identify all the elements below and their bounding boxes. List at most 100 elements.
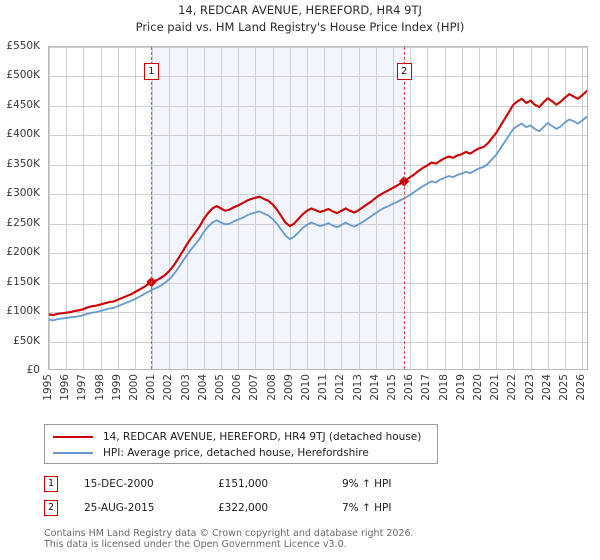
chart-legend: 14, REDCAR AVENUE, HEREFORD, HR4 9TJ (de… xyxy=(44,424,438,464)
x-axis-tick-label: 2017 xyxy=(420,374,433,401)
x-axis-tick-label: 2018 xyxy=(437,374,450,401)
x-axis-tick-label: 2007 xyxy=(248,374,261,401)
transaction-price-2: £322,000 xyxy=(218,502,269,514)
gridline-vertical xyxy=(393,47,394,369)
transaction-badge-2: 2 xyxy=(44,500,58,516)
gridline-vertical xyxy=(445,47,446,369)
gridline-vertical xyxy=(376,47,377,369)
transaction-price-1: £151,000 xyxy=(218,478,269,490)
gridline-vertical xyxy=(273,47,274,369)
footer-attribution: Contains HM Land Registry data © Crown c… xyxy=(44,528,584,550)
x-axis-tick-label: 2004 xyxy=(196,374,209,401)
gridline-vertical xyxy=(204,47,205,369)
x-axis-tick-label: 2010 xyxy=(299,374,312,401)
y-axis-tick-label: £350K xyxy=(6,157,40,170)
x-axis-tick-label: 2020 xyxy=(471,374,484,401)
gridline-vertical xyxy=(66,47,67,369)
gridline-vertical xyxy=(255,47,256,369)
transaction-date-1: 15-DEC-2000 xyxy=(84,478,154,490)
legend-label-hpi: HPI: Average price, detached house, Here… xyxy=(103,447,369,459)
x-axis-tick-label: 2014 xyxy=(368,374,381,401)
gridline-horizontal xyxy=(49,194,587,195)
x-axis-tick-label: 2005 xyxy=(213,374,226,401)
x-axis-tick-label: 1996 xyxy=(59,374,72,401)
x-axis-tick-label: 1999 xyxy=(110,374,123,401)
gridline-horizontal xyxy=(49,135,587,136)
transaction-hpi-1: 9% ↑ HPI xyxy=(342,478,392,490)
title-subtitle: Price paid vs. HM Land Registry's House … xyxy=(135,20,465,34)
y-axis-tick-label: £550K xyxy=(6,40,40,52)
event-vertical-line xyxy=(404,47,406,369)
x-axis-tick-label: 2011 xyxy=(317,374,330,401)
table-row: 2 25-AUG-2015 £322,000 7% ↑ HPI xyxy=(44,496,464,520)
legend-swatch-hpi xyxy=(53,452,93,454)
gridline-vertical xyxy=(479,47,480,369)
gridline-vertical xyxy=(341,47,342,369)
x-axis-tick-label: 2013 xyxy=(351,374,364,401)
event-number-box[interactable]: 2 xyxy=(396,63,412,80)
y-axis-tick-label: £500K xyxy=(6,69,40,82)
x-axis-tick-label: 2003 xyxy=(179,374,192,401)
x-axis-tick-label: 2019 xyxy=(454,374,467,401)
gridline-horizontal xyxy=(49,342,587,343)
gridline-vertical xyxy=(135,47,136,369)
x-axis-labels: 1995 1996 1997 1998 1999 2000 2001 2002 2003 2004… xyxy=(42,372,588,418)
y-axis-tick-label: £50K xyxy=(13,334,40,347)
event-number-box[interactable]: 1 xyxy=(143,63,159,80)
gridline-vertical xyxy=(513,47,514,369)
x-axis-tick-label: 2026 xyxy=(575,374,588,401)
y-axis-tick-label: £300K xyxy=(6,187,40,200)
gridline-vertical xyxy=(531,47,532,369)
x-axis-tick-label: 2022 xyxy=(506,374,519,401)
gridline-vertical xyxy=(582,47,583,369)
event-vertical-line xyxy=(151,47,153,369)
x-axis-tick-label: 2025 xyxy=(557,374,570,401)
x-axis-tick-label: 2001 xyxy=(145,374,158,401)
gridline-horizontal xyxy=(49,253,587,254)
y-axis-tick-label: £150K xyxy=(6,275,40,288)
y-axis-tick-label: £100K xyxy=(6,305,40,318)
x-axis-tick-label: 2023 xyxy=(523,374,536,401)
gridline-vertical xyxy=(548,47,549,369)
page-title: 14, REDCAR AVENUE, HEREFORD, HR4 9TJ Pri… xyxy=(0,2,600,36)
gridline-vertical xyxy=(324,47,325,369)
gridline-vertical xyxy=(169,47,170,369)
gridline-vertical xyxy=(565,47,566,369)
x-axis-tick-label: 2016 xyxy=(403,374,416,401)
x-axis-tick-label: 1995 xyxy=(42,374,54,401)
series-line-hpi xyxy=(49,115,587,322)
y-axis-tick-label: £0 xyxy=(26,364,40,376)
x-axis-tick-label: 2002 xyxy=(162,374,175,401)
gridline-horizontal xyxy=(49,76,587,77)
series-plot xyxy=(49,89,587,322)
y-axis-labels: £0 £50K £100K £150K £200K £250K £300K £350K £400… xyxy=(0,40,44,376)
legend-item-price-paid: 14, REDCAR AVENUE, HEREFORD, HR4 9TJ (de… xyxy=(45,429,437,445)
legend-swatch-price-paid xyxy=(53,436,93,438)
legend-label-price-paid: 14, REDCAR AVENUE, HEREFORD, HR4 9TJ (de… xyxy=(103,431,422,443)
gridline-horizontal xyxy=(49,283,587,284)
y-axis-tick-label: £450K xyxy=(6,98,40,111)
gridline-vertical xyxy=(83,47,84,369)
x-axis-tick-label: 2008 xyxy=(265,374,278,401)
x-axis-tick-label: 2015 xyxy=(385,374,398,401)
gridline-vertical xyxy=(462,47,463,369)
gridline-horizontal xyxy=(49,47,587,48)
series-line-price-paid xyxy=(49,89,587,317)
y-axis-tick-label: £400K xyxy=(6,128,40,141)
gridline-vertical xyxy=(359,47,360,369)
footer-line-1: Contains HM Land Registry data © Crown c… xyxy=(44,528,414,539)
x-axis-tick-label: 2012 xyxy=(334,374,347,401)
gridline-vertical xyxy=(118,47,119,369)
gridline-vertical xyxy=(290,47,291,369)
x-axis-tick-label: 1997 xyxy=(76,374,89,401)
x-axis-tick-label: 2021 xyxy=(489,374,502,401)
x-axis-tick-label: 2024 xyxy=(540,374,553,401)
gridline-horizontal xyxy=(49,106,587,107)
gridline-horizontal xyxy=(49,312,587,313)
gridline-vertical xyxy=(152,47,153,369)
transactions-table: 1 15-DEC-2000 £151,000 9% ↑ HPI 2 25-AUG… xyxy=(44,472,464,520)
transaction-date-2: 25-AUG-2015 xyxy=(84,502,155,514)
gridline-vertical xyxy=(307,47,308,369)
gridline-vertical xyxy=(496,47,497,369)
